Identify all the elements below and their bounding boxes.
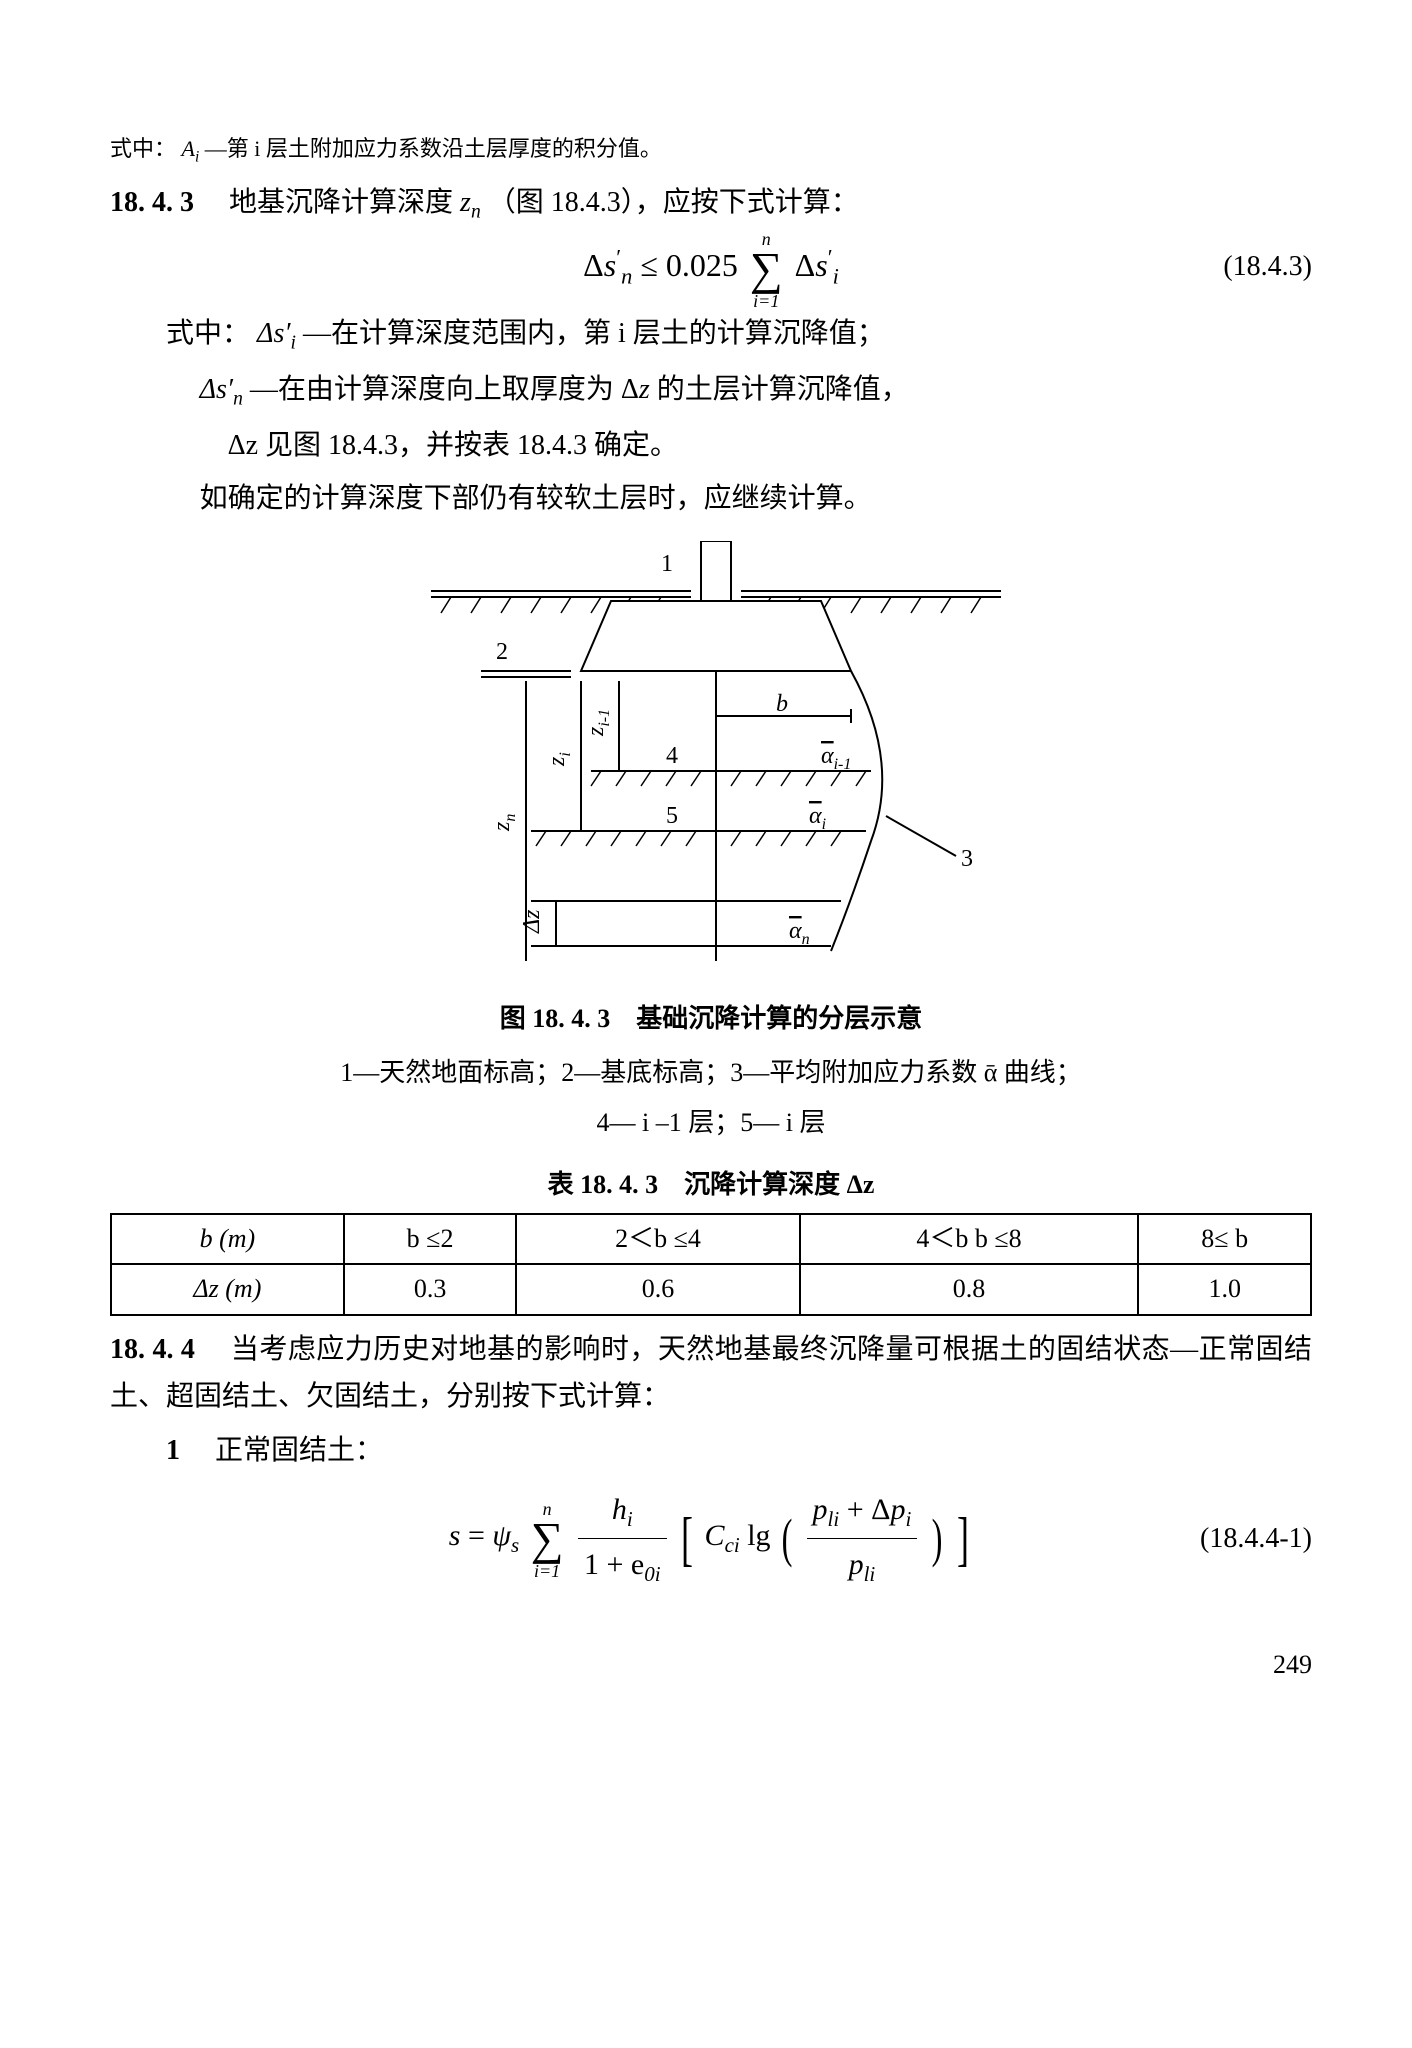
section-18-4-4: 18. 4. 4 当考虑应力历史对地基的影响时，天然地基最终沉降量可根据土的固结… (110, 1326, 1312, 1421)
fig-label-5: 5 (666, 803, 678, 829)
note-text: —第 i 层土附加应力系数沿土层厚度的积分值。 (205, 136, 662, 161)
figure-legend-2: 4— i –1 层；5— i 层 (110, 1101, 1312, 1145)
fig-label-zi: zi (544, 752, 574, 767)
where-line-1: 式中： Δs′i —在计算深度范围内，第 i 层土的计算沉降值； (110, 310, 1312, 360)
where-line-3: Δz 见图 18.4.3，并按表 18.4.3 确定。 (110, 422, 1312, 470)
item-num: 1 (166, 1435, 180, 1466)
item-1: 1 正常固结土： (110, 1427, 1312, 1475)
section-18-4-3: 18. 4. 3 地基沉降计算深度 zn （图 18.4.3），应按下式计算： (110, 179, 1312, 229)
fig-label-4: 4 (666, 743, 678, 769)
fig-label-dz: Δz (519, 909, 545, 934)
table-18-4-3: b (m) b ≤2 2＜b ≤4 4＜b b ≤8 8≤ b Δz (m) 0… (110, 1213, 1312, 1315)
eq-number: (18.4.3) (1223, 243, 1312, 291)
page-number: 249 (110, 1643, 1312, 1687)
th-b: b (m) (111, 1214, 344, 1264)
note-symbol: Ai (182, 136, 200, 161)
fig-label-b: b (776, 691, 788, 717)
td-v4: 1.0 (1138, 1264, 1311, 1314)
td-v2: 0.6 (516, 1264, 799, 1314)
equation-18-4-3: Δs′n ≤ 0.025 n ∑ i=1 Δs′i (18.4.3) (110, 238, 1312, 295)
th-c3: 4＜b b ≤8 (800, 1214, 1139, 1264)
figure-caption: 图 18. 4. 3 基础沉降计算的分层示意 (110, 997, 1312, 1041)
where-line-4: 如确定的计算深度下部仍有较软土层时，应继续计算。 (110, 475, 1312, 523)
section-num: 18. 4. 3 (110, 187, 194, 218)
where-line-2: Δs′n —在由计算深度向上取厚度为 Δz 的土层计算沉降值， (110, 366, 1312, 416)
note-prefix: 式中： (110, 136, 176, 161)
fig-label-ai1: αi-1 (821, 743, 851, 773)
section-num: 18. 4. 4 (110, 1334, 195, 1365)
note-line: 式中： Ai —第 i 层土附加应力系数沿土层厚度的积分值。 (110, 130, 1312, 171)
eq-number: (18.4.4-1) (1200, 1515, 1312, 1563)
th-c4: 8≤ b (1138, 1214, 1311, 1264)
zn-symbol: zn (460, 187, 481, 218)
equation-18-4-4-1: s = ψs n ∑ i=1 hi 1 + e0i [ Cci lg ( pli… (110, 1484, 1312, 1592)
fig-label-1: 1 (661, 551, 673, 577)
fig-label-2: 2 (496, 639, 508, 665)
figure-svg: 1 2 3 4 5 b zi-1 zi zn Δz αi-1 αi αn (401, 541, 1021, 971)
table-row: b (m) b ≤2 2＜b ≤4 4＜b b ≤8 8≤ b (111, 1214, 1311, 1264)
table-row: Δz (m) 0.3 0.6 0.8 1.0 (111, 1264, 1311, 1314)
fig-label-ai: αi (809, 803, 826, 833)
td-v3: 0.8 (800, 1264, 1139, 1314)
td-v1: 0.3 (344, 1264, 517, 1314)
sec1844-text: 当考虑应力历史对地基的影响时，天然地基最终沉降量可根据土的固结状态—正常固结土、… (110, 1334, 1312, 1413)
sec1843-text-after: （图 18.4.3），应按下式计算： (481, 187, 859, 218)
fig-label-zn: zn (489, 814, 519, 832)
sec1843-text-before: 地基沉降计算深度 (229, 187, 460, 218)
figure-18-4-3: 1 2 3 4 5 b zi-1 zi zn Δz αi-1 αi αn 图 1… (110, 541, 1312, 1041)
td-dz: Δz (m) (111, 1264, 344, 1314)
th-c2: 2＜b ≤4 (516, 1214, 799, 1264)
fig-label-3: 3 (961, 846, 973, 872)
th-c1: b ≤2 (344, 1214, 517, 1264)
table-caption: 表 18. 4. 3 沉降计算深度 Δz (110, 1163, 1312, 1207)
fig-label-zi1: zi-1 (583, 709, 613, 737)
fig-label-an: αn (789, 918, 810, 948)
item-text: 正常固结土： (215, 1435, 383, 1466)
figure-legend-1: 1—天然地面标高；2—基底标高；3—平均附加应力系数 ᾱ 曲线； (110, 1051, 1312, 1095)
